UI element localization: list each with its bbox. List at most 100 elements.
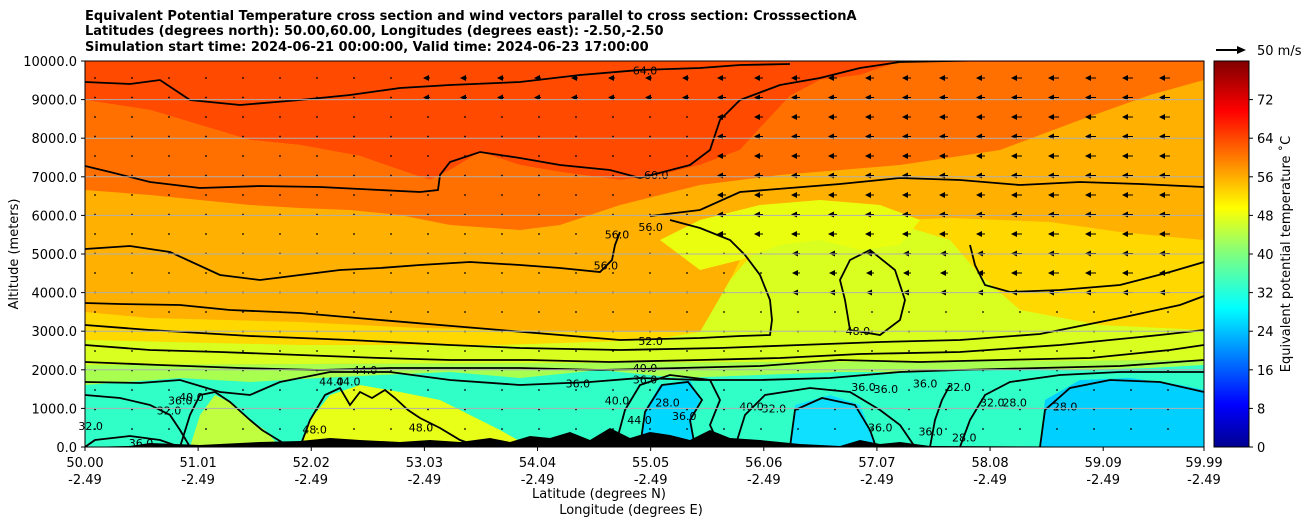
wind-vector-dot (982, 428, 984, 430)
wind-vector-dot (649, 350, 651, 352)
wind-vector-arrow (1011, 75, 1017, 81)
wind-vector-arrow (1159, 114, 1165, 120)
contour-label: 28.0 (1053, 400, 1078, 413)
wind-vector-arrow (717, 75, 723, 81)
wind-vector-dot (501, 155, 503, 157)
y-tick-label: 0.0 (56, 441, 77, 456)
wind-vector-arrow (1085, 75, 1091, 81)
wind-vector-arrow (1122, 94, 1128, 101)
wind-vector-dot (242, 77, 244, 79)
wind-vector-arrow (717, 94, 723, 101)
wind-vector-dot (279, 174, 281, 177)
wind-vector-dot (649, 428, 651, 430)
wind-vector-dot (1019, 350, 1021, 352)
wind-vector-dot (168, 96, 170, 99)
wind-vector-dot (427, 428, 429, 430)
chart-title-line-1: Equivalent Potential Temperature cross s… (85, 9, 857, 24)
wind-vector-arrow (571, 75, 577, 81)
wind-vector-dot (649, 174, 651, 177)
wind-vector-arrow (754, 192, 760, 198)
wind-vector-arrow (1085, 94, 1091, 101)
wind-vector-arrow (682, 75, 688, 81)
wind-vector-dot (353, 428, 355, 430)
wind-vector-dot (131, 389, 133, 391)
x-tick-label-lat: 57.07 (858, 456, 895, 471)
wind-vector-dot (279, 135, 281, 138)
wind-vector-dot (501, 135, 503, 138)
wind-vector-arrow (828, 114, 834, 120)
wind-vector-arrow (717, 211, 723, 218)
y-tick-label: 4000.0 (32, 287, 78, 302)
contour-36-lower (929, 384, 951, 447)
wind-vector-arrow (976, 231, 982, 237)
wind-vector-dot (390, 77, 392, 79)
contour-lines (85, 61, 1204, 447)
wind-vector-dot (760, 428, 762, 430)
wind-vector-dot (723, 428, 725, 430)
wind-vector-dot (538, 408, 540, 411)
wind-vector-dot (501, 174, 503, 177)
wind-vector-dot (316, 135, 318, 138)
wind-vector-arrow (828, 211, 834, 218)
wind-vector-dot (205, 389, 207, 391)
wind-vector-dot (797, 311, 799, 313)
wind-vector-arrow (902, 192, 908, 198)
wind-vector-arrow (497, 75, 503, 81)
wind-vector-arrow (1085, 231, 1091, 237)
wind-vector-arrow (791, 75, 797, 81)
wind-vector-dot (945, 350, 947, 352)
wind-vector-arrow (902, 75, 908, 81)
wind-vector-dot (575, 311, 577, 313)
wind-vector-dot (612, 155, 614, 157)
contour-44-lower (299, 386, 481, 447)
wind-vector-dot (538, 194, 540, 196)
wind-vector-dot (279, 389, 281, 391)
x-tick-label-lon: -2.49 (973, 473, 1007, 488)
wind-vector-dot (390, 233, 392, 235)
wind-vector-dot (168, 350, 170, 352)
wind-vector-dot (1130, 428, 1132, 430)
x-tick-label-lat: 59.99 (1185, 456, 1222, 471)
x-tick-label-lon: -2.49 (294, 473, 328, 488)
wind-vector-dot (723, 350, 725, 352)
wind-vector-dot (871, 389, 873, 391)
wind-vector-dot (205, 194, 207, 196)
wind-vector-arrow (1122, 153, 1128, 159)
wind-vector-dot (538, 135, 540, 138)
wind-vector-dot (1130, 389, 1132, 391)
wind-vector-dot (982, 408, 984, 411)
wind-vector-arrow (902, 114, 908, 120)
wind-vector-dot (686, 155, 688, 157)
wind-vector-dot (427, 311, 429, 313)
wind-vector-arrow (940, 270, 946, 276)
contour-label: 36.0 (851, 381, 876, 394)
wind-vector-dot (871, 350, 873, 352)
wind-vector-dot (686, 428, 688, 430)
wind-vector-dot (760, 311, 762, 313)
wind-vector-dot (538, 174, 540, 177)
x-tick-label-lat: 56.06 (745, 456, 782, 471)
wind-vector-arrow (1085, 192, 1091, 198)
contour-label: 32.0 (980, 397, 1005, 410)
wind-vector-dot (279, 194, 281, 196)
wind-vector-dot (723, 272, 725, 274)
wind-vector-dot (464, 272, 466, 274)
wind-vector-dot (242, 272, 244, 274)
wind-vector-dot (686, 389, 688, 391)
x-tick-label-lat: 58.08 (971, 456, 1008, 471)
wind-vector-dot (686, 311, 688, 313)
wind-vector-dot (982, 311, 984, 313)
wind-vector-dot (168, 174, 170, 177)
wind-vector-arrow (534, 75, 540, 81)
wind-vector-arrow (976, 192, 982, 198)
wind-vector-dot (538, 350, 540, 352)
wind-vector-dot (501, 408, 503, 411)
colorbar-tick-label: 40 (1257, 248, 1274, 263)
wind-vector-arrow (754, 211, 760, 218)
wind-vector-dot (1167, 350, 1169, 352)
wind-vector-dot (723, 408, 725, 411)
wind-vector-arrow (903, 270, 909, 276)
wind-vector-dot (316, 96, 318, 99)
wind-vector-dot (464, 135, 466, 138)
x-tick-label-lon: -2.49 (68, 473, 102, 488)
